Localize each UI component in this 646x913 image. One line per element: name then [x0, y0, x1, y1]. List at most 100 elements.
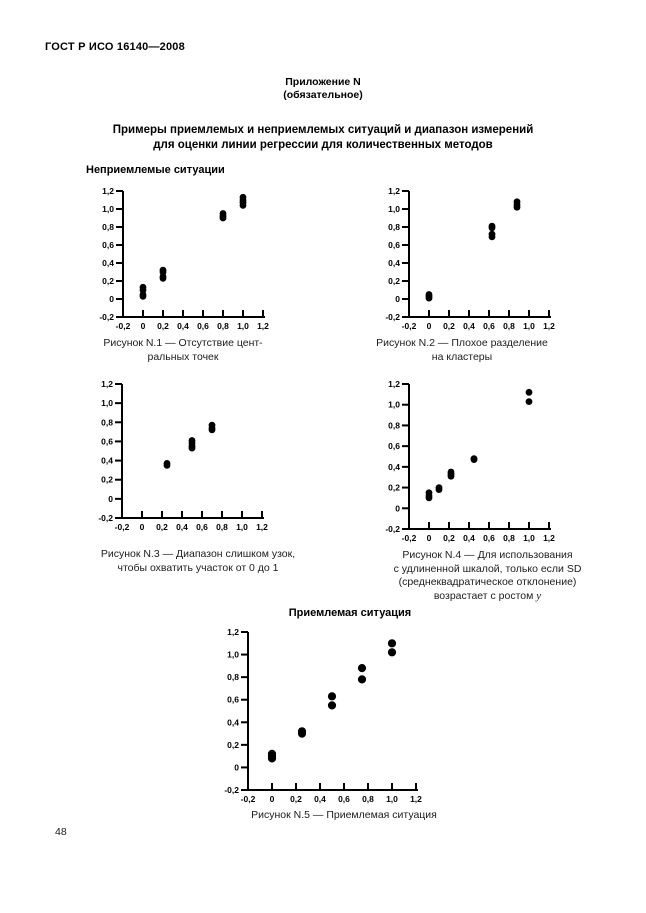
y-tick-label: 0 [234, 762, 239, 772]
x-tick-label: 1,2 [256, 522, 268, 532]
caption-line: Рисунок N.1 — Отсутствие цент- [103, 337, 263, 349]
data-point [219, 210, 227, 217]
x-tick-label: 0,2 [443, 321, 455, 331]
y-tick-label: 0,6 [388, 240, 400, 250]
x-tick-label: 0 [141, 321, 146, 331]
x-tick-label: -0,2 [402, 321, 417, 331]
data-point [208, 421, 216, 429]
y-tick-label: 1,2 [101, 379, 113, 389]
annex-qualifier: (обязательное) [283, 89, 363, 101]
data-point [188, 437, 196, 444]
y-tick-label: 0,8 [227, 672, 239, 682]
caption-line: чтобы охватить участок от 0 до 1 [117, 561, 279, 574]
figure-n4-caption: Рисунок N.4 — Для использования с удлине… [380, 549, 595, 603]
scatter-plot-N.4: -0,2-0,2 0 0 0,2 0,2 0,4 0,4 0,6 0,6 0,8 0,8 1,0 1,0… [385, 379, 555, 543]
caption-line: Рисунок N.4 — Для использования [402, 549, 573, 561]
scatter-plot-N.5: -0,2-0,2 0 0 0,2 0,2 0,4 0,4 0,6 0,6 0,8 0,8 1,0 1,0… [224, 627, 422, 804]
x-tick-label: 0,2 [443, 533, 455, 543]
y-tick-label: 0,2 [388, 276, 400, 286]
y-tick-label: 1,0 [388, 400, 400, 410]
x-tick-label: 0,8 [503, 533, 515, 543]
y-tick-label: -0,2 [385, 312, 400, 322]
caption-variable-y: y [536, 589, 542, 602]
x-tick-label: 1,2 [410, 794, 422, 804]
data-point [470, 455, 478, 462]
caption-line: возрастает с ростом y [380, 590, 595, 604]
data-point [139, 283, 147, 291]
y-tick-label: 0,2 [388, 483, 400, 493]
page-title-line-2: для оценки линии регрессии для количеств… [153, 138, 493, 151]
x-tick-label: 0,2 [156, 522, 168, 532]
x-tick-label: 0 [270, 794, 275, 804]
y-tick-label: 0,8 [388, 420, 400, 430]
caption-line: с удлиненной шкалой, только если SD [393, 562, 582, 575]
document-number: ГОСТ Р ИСО 16140—2008 [45, 41, 185, 53]
y-tick-label: 1,0 [101, 398, 113, 408]
data-point [267, 749, 277, 758]
x-tick-label: -0,2 [116, 321, 131, 331]
data-point [163, 460, 171, 467]
caption-line: (среднеквадратическое отклонение) [398, 576, 577, 588]
data-point [357, 664, 367, 673]
x-tick-label: 1,2 [543, 321, 555, 331]
y-tick-label: 0 [109, 294, 114, 304]
x-tick-label: 0,2 [157, 321, 169, 331]
y-tick-label: -0,2 [98, 513, 113, 523]
y-tick-label: 1,2 [388, 186, 400, 196]
y-tick-label: -0,2 [385, 524, 400, 534]
page-title-line-1: Примеры приемлемых и неприемлемых ситуац… [112, 124, 534, 136]
y-tick-label: 0 [395, 294, 400, 304]
data-point [357, 675, 367, 684]
caption-line: Рисунок N.2 — Плохое разделение [376, 337, 548, 349]
x-tick-label: 0,8 [503, 321, 515, 331]
scatter-plot-N.3: -0,2-0,2 0 0 0,2 0,2 0,4 0,4 0,6 0,6 0,8 0,8 1,0 1,0… [98, 379, 268, 532]
data-point [327, 692, 337, 701]
section-heading-acceptable: Приемлемая ситуация [288, 607, 412, 619]
x-tick-label: -0,2 [115, 522, 130, 532]
data-point [387, 648, 397, 657]
data-point [239, 193, 247, 201]
scatter-plot-N.1: -0,2-0,2 0 0 0,2 0,2 0,4 0,4 0,6 0,6 0,8 0,8 1,0 1,0… [99, 186, 269, 331]
data-point [159, 266, 167, 274]
y-tick-label: 0,4 [227, 717, 239, 727]
x-tick-label: 0,8 [217, 321, 229, 331]
data-point [525, 398, 533, 405]
y-tick-label: 0,8 [101, 417, 113, 427]
x-tick-label: 0 [427, 321, 432, 331]
data-point [425, 489, 433, 497]
caption-line: Рисунок N.3 — Диапазон слишком узок, [100, 548, 296, 560]
annex-name: Приложение N [285, 76, 361, 88]
caption-tail-text: возрастает с ростом [433, 589, 537, 602]
x-tick-label: 0,4 [176, 522, 188, 532]
scatter-plot-N.2: -0,2-0,2 0 0 0,2 0,2 0,4 0,4 0,6 0,6 0,8 0,8 1,0 1,0… [385, 186, 555, 331]
y-tick-label: 0 [108, 494, 113, 504]
y-tick-label: -0,2 [99, 312, 114, 322]
data-point [488, 230, 496, 238]
annex-title: Приложение N (обязательное) [0, 76, 646, 102]
x-tick-label: 1,0 [523, 321, 535, 331]
x-tick-label: 1,0 [523, 533, 535, 543]
y-tick-label: 0,2 [227, 740, 239, 750]
x-tick-label: 0,8 [216, 522, 228, 532]
y-tick-label: 1,2 [388, 379, 400, 389]
y-tick-label: 0,2 [101, 475, 113, 485]
x-tick-label: 1,2 [543, 533, 555, 543]
data-point [435, 484, 443, 491]
page-number: 48 [55, 826, 67, 838]
y-tick-label: 0,4 [101, 456, 113, 466]
y-tick-label: 0,6 [227, 695, 239, 705]
x-tick-label: 0,4 [314, 794, 326, 804]
y-tick-label: 0,4 [388, 462, 400, 472]
y-tick-label: 0,6 [101, 436, 113, 446]
data-point [525, 388, 533, 396]
y-tick-label: 0,6 [388, 441, 400, 451]
page-title: Примеры приемлемых и неприемлемых ситуац… [0, 123, 646, 152]
data-point [513, 198, 521, 206]
x-tick-label: 0,6 [483, 321, 495, 331]
x-tick-label: 0,2 [290, 794, 302, 804]
x-tick-label: 1,0 [237, 321, 249, 331]
y-tick-label: 0,4 [102, 258, 114, 268]
y-tick-label: 0,8 [102, 222, 114, 232]
data-point [327, 701, 337, 710]
